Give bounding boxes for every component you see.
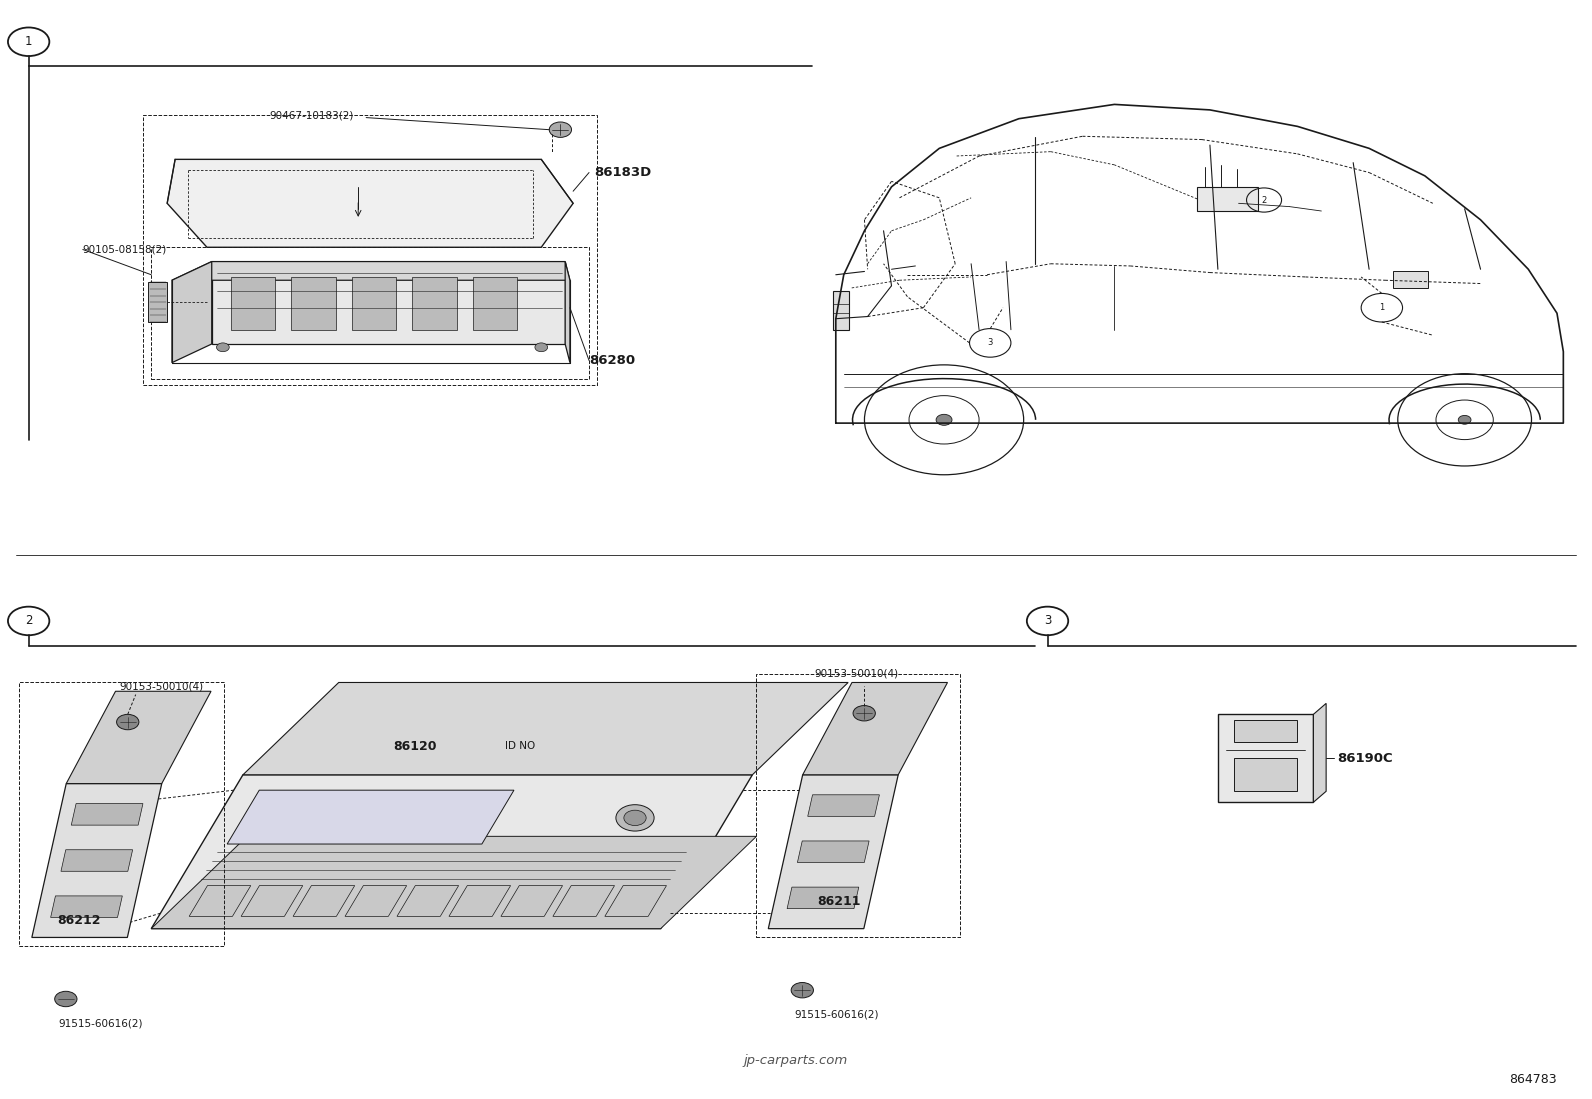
Polygon shape: [552, 886, 615, 917]
Text: 86120: 86120: [393, 740, 436, 753]
Text: 86190C: 86190C: [1337, 752, 1393, 765]
Polygon shape: [449, 886, 511, 917]
Polygon shape: [786, 887, 858, 909]
Polygon shape: [802, 682, 947, 775]
Text: 90467-10183(2): 90467-10183(2): [269, 110, 353, 121]
Text: 86280: 86280: [589, 354, 635, 367]
Polygon shape: [293, 886, 355, 917]
Circle shape: [624, 810, 646, 825]
Circle shape: [217, 343, 229, 352]
Text: ID NO: ID NO: [505, 741, 535, 751]
Text: 91515-60616(2): 91515-60616(2): [57, 1018, 142, 1029]
Polygon shape: [228, 790, 514, 844]
Polygon shape: [798, 841, 869, 863]
Polygon shape: [72, 803, 143, 825]
Polygon shape: [769, 775, 898, 929]
Bar: [143, 115, 597, 385]
Text: 864783: 864783: [1509, 1073, 1557, 1086]
Text: 2: 2: [25, 614, 32, 628]
Bar: [473, 277, 517, 330]
Circle shape: [116, 714, 139, 730]
Circle shape: [1458, 415, 1471, 424]
Bar: [231, 277, 275, 330]
Circle shape: [616, 804, 654, 831]
Polygon shape: [501, 886, 562, 917]
Bar: [1393, 271, 1428, 288]
Bar: [151, 247, 589, 379]
Polygon shape: [172, 262, 212, 363]
Polygon shape: [51, 896, 123, 918]
Circle shape: [936, 414, 952, 425]
Circle shape: [54, 991, 76, 1007]
Polygon shape: [167, 159, 573, 247]
Polygon shape: [67, 691, 212, 784]
Polygon shape: [1313, 703, 1326, 802]
Text: 2: 2: [1261, 196, 1267, 204]
Text: 90153-50010(4): 90153-50010(4): [119, 681, 204, 692]
Polygon shape: [240, 886, 302, 917]
Text: 3: 3: [987, 338, 993, 347]
Polygon shape: [172, 262, 570, 280]
Circle shape: [853, 706, 876, 721]
Polygon shape: [60, 850, 132, 872]
Polygon shape: [345, 886, 406, 917]
Text: jp-carparts.com: jp-carparts.com: [743, 1054, 849, 1067]
Polygon shape: [32, 784, 162, 937]
Polygon shape: [605, 886, 667, 917]
Polygon shape: [151, 836, 756, 929]
Polygon shape: [807, 795, 879, 817]
Polygon shape: [244, 682, 849, 775]
Text: 90105-08158(2): 90105-08158(2): [83, 244, 167, 255]
Polygon shape: [1234, 758, 1297, 791]
Text: 1: 1: [1379, 303, 1385, 312]
Bar: [291, 277, 336, 330]
Bar: [19, 682, 224, 946]
Polygon shape: [1218, 714, 1313, 802]
Bar: [833, 291, 849, 330]
Text: 3: 3: [1044, 614, 1051, 628]
Polygon shape: [189, 886, 252, 917]
Text: 86212: 86212: [57, 914, 100, 928]
Polygon shape: [212, 262, 565, 344]
Polygon shape: [396, 886, 458, 917]
Text: 86183D: 86183D: [594, 166, 651, 179]
Bar: [1197, 187, 1258, 211]
Bar: [148, 282, 167, 322]
Bar: [352, 277, 396, 330]
Text: 1: 1: [25, 35, 32, 48]
Text: 90153-50010(4): 90153-50010(4): [814, 668, 898, 678]
Polygon shape: [1234, 720, 1297, 742]
Circle shape: [791, 983, 814, 998]
Bar: [756, 674, 960, 937]
Text: 86211: 86211: [817, 895, 861, 908]
Polygon shape: [151, 775, 753, 929]
Circle shape: [549, 122, 572, 137]
Polygon shape: [565, 262, 570, 363]
Bar: [412, 277, 457, 330]
Circle shape: [535, 343, 548, 352]
Text: 91515-60616(2): 91515-60616(2): [794, 1009, 879, 1020]
